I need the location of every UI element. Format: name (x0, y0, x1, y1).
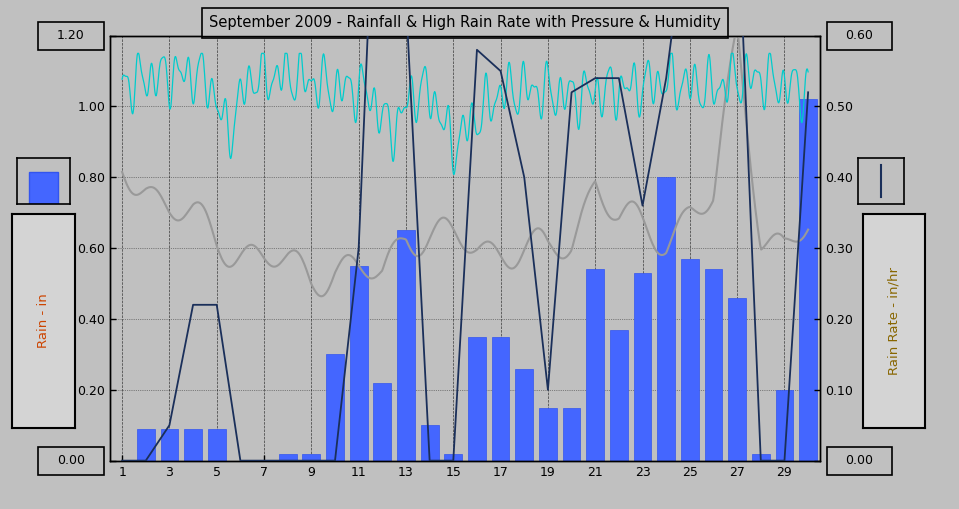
Text: 0.00: 0.00 (57, 454, 85, 467)
Title: September 2009 - Rainfall & High Rain Rate with Pressure & Humidity: September 2009 - Rainfall & High Rain Ra… (209, 15, 721, 31)
Bar (208, 429, 225, 461)
Bar (705, 269, 722, 461)
Bar (492, 336, 509, 461)
Bar (326, 354, 344, 461)
Bar (160, 429, 178, 461)
Bar (563, 408, 580, 461)
Bar (397, 231, 415, 461)
Bar (657, 177, 675, 461)
Bar (279, 454, 296, 461)
Bar (539, 408, 557, 461)
Bar (799, 99, 817, 461)
Bar (302, 454, 320, 461)
Bar (610, 330, 628, 461)
Bar (421, 425, 438, 461)
Bar (776, 390, 793, 461)
Text: Rain - in: Rain - in (37, 293, 50, 348)
Bar (350, 266, 367, 461)
Bar (586, 269, 604, 461)
Bar (752, 454, 770, 461)
Bar (373, 383, 391, 461)
Bar (29, 172, 58, 204)
Bar (515, 369, 533, 461)
Bar (444, 454, 462, 461)
Bar (634, 273, 651, 461)
Bar (137, 429, 154, 461)
Text: 0.60: 0.60 (845, 29, 874, 42)
Bar (184, 429, 202, 461)
Text: 1.20: 1.20 (58, 29, 84, 42)
Bar (728, 298, 746, 461)
Text: 0.00: 0.00 (845, 454, 874, 467)
Bar (681, 259, 699, 461)
Text: Rain Rate - in/hr: Rain Rate - in/hr (888, 267, 901, 375)
Bar (468, 336, 486, 461)
